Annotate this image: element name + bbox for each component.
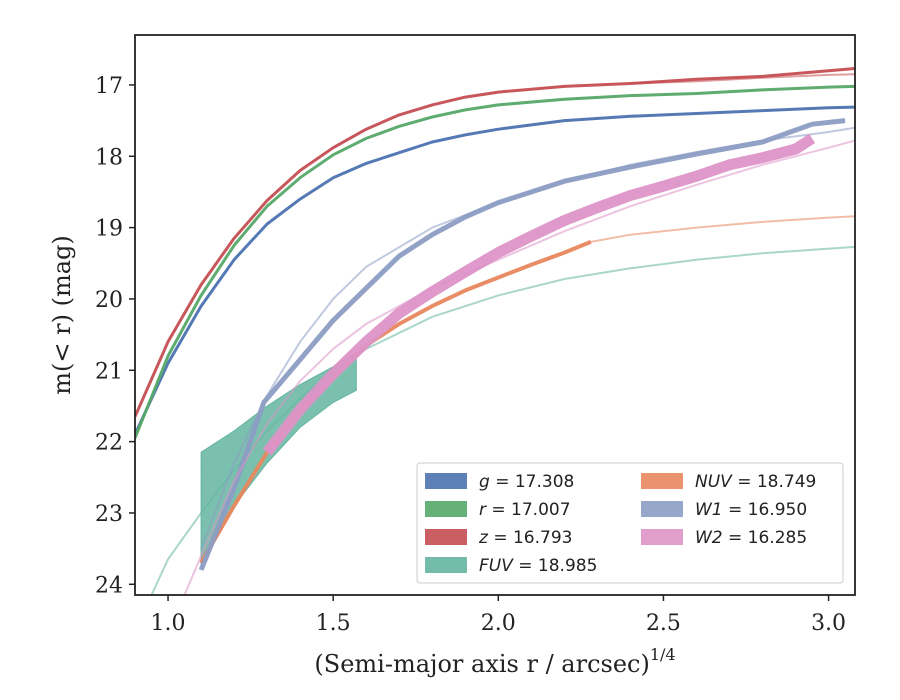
y-tick-label: 20 <box>95 288 123 313</box>
x-tick-label: 3.0 <box>811 611 846 636</box>
series-r-line <box>135 84 855 439</box>
y-tick-label: 19 <box>95 217 123 242</box>
legend: g = 17.308 r = 17.007 z = 16.793 FUV = 18.9… <box>416 462 844 584</box>
x-tick-label: 2.0 <box>481 611 516 636</box>
x-tick-label: 1.5 <box>316 611 351 636</box>
series-g-line <box>135 105 855 436</box>
y-tick-label: 22 <box>95 431 123 456</box>
legend-label-fuv: FUV = 18.985 <box>479 556 597 576</box>
x-axis: 1.0 1.5 2.0 2.5 3.0 <box>151 595 846 636</box>
legend-label-z: z = 16.793 <box>478 528 572 548</box>
plot-frame <box>134 34 856 596</box>
y-tick-label: 21 <box>95 359 123 384</box>
legend-swatch-nuv <box>641 473 683 489</box>
y-axis: 17 18 19 20 21 22 23 24 <box>95 74 135 598</box>
legend-label-r: r = 17.007 <box>479 500 571 520</box>
legend-label-g: g = 17.308 <box>479 472 574 492</box>
plot-content <box>135 67 855 595</box>
y-tick-label: 18 <box>95 145 123 170</box>
legend-swatch-z <box>425 529 467 545</box>
series-w2-line <box>262 133 816 456</box>
series-z-line <box>135 67 855 418</box>
x-axis-label: (Semi-major axis r / arcsec)1/4 <box>314 645 675 678</box>
y-axis-label: m(< r) (mag) <box>48 235 76 394</box>
y-tick-label: 24 <box>95 573 123 598</box>
y-tick-label: 17 <box>95 74 123 99</box>
legend-swatch-w1 <box>641 501 683 517</box>
series-w1-line <box>198 118 846 571</box>
legend-swatch-r <box>425 501 467 517</box>
legend-label-w2: W2 = 16.285 <box>695 528 807 548</box>
legend-swatch-g <box>425 473 467 489</box>
x-tick-label: 2.5 <box>646 611 681 636</box>
legend-frame <box>416 462 844 584</box>
legend-label-nuv: NUV = 18.749 <box>695 472 816 492</box>
legend-swatch-fuv <box>425 557 467 573</box>
legend-swatch-w2 <box>641 529 683 545</box>
y-tick-label: 23 <box>95 502 123 527</box>
series-nuv-model-line <box>589 215 855 243</box>
x-tick-label: 1.0 <box>151 611 186 636</box>
legend-label-w1: W1 = 16.950 <box>695 500 807 520</box>
